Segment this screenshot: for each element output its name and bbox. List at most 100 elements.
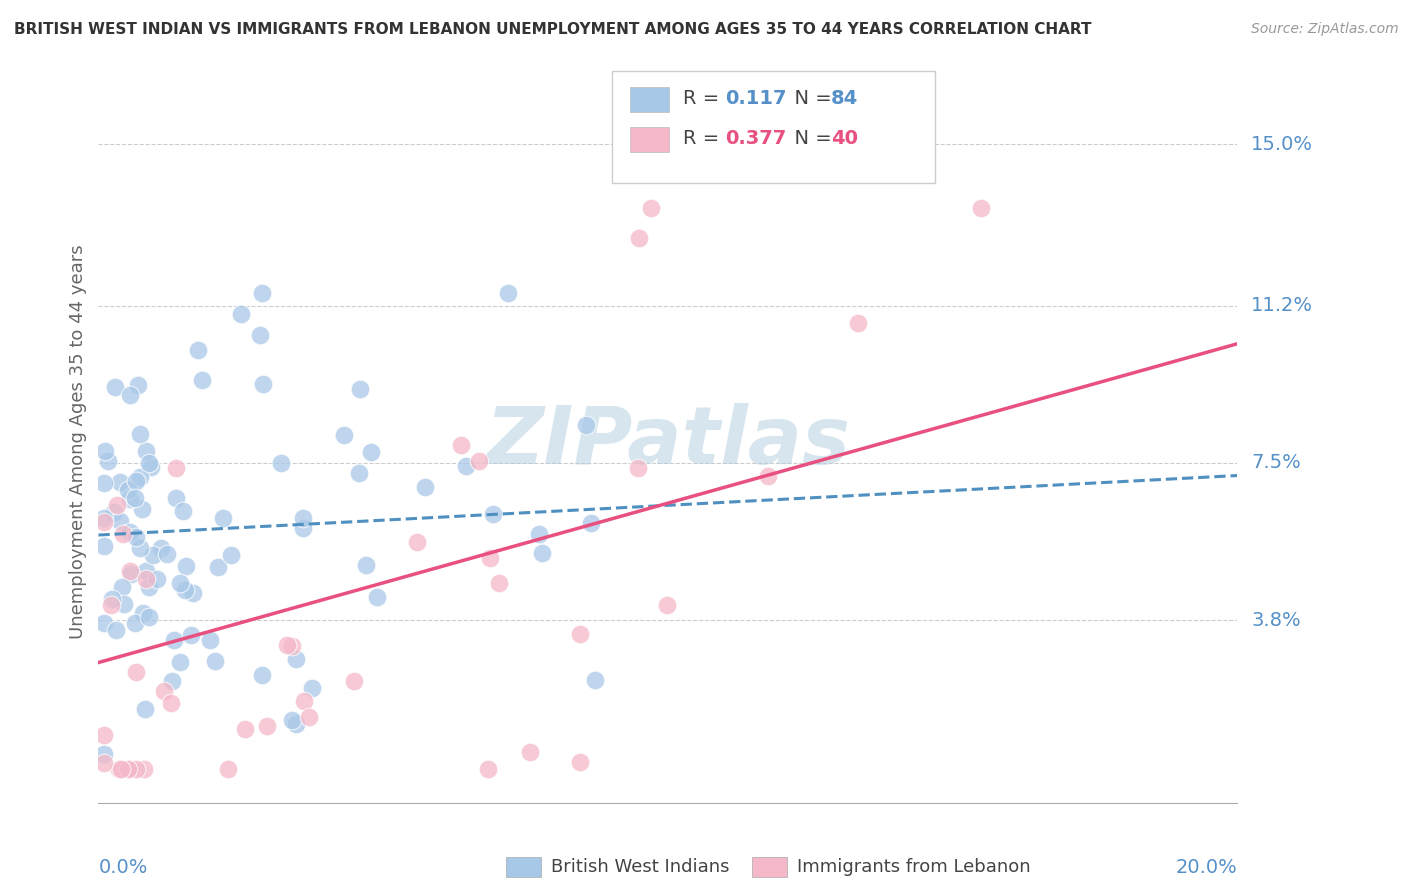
- Point: [846, 316, 869, 330]
- Text: 11.2%: 11.2%: [1251, 296, 1313, 315]
- Point: [249, 327, 271, 342]
- Text: BRITISH WEST INDIAN VS IMMIGRANTS FROM LEBANON UNEMPLOYMENT AMONG AGES 35 TO 44 : BRITISH WEST INDIAN VS IMMIGRANTS FROM L…: [14, 22, 1091, 37]
- Point: [174, 582, 197, 597]
- Point: [756, 469, 779, 483]
- Point: [298, 709, 321, 723]
- Point: [252, 377, 274, 392]
- Point: [138, 456, 160, 470]
- Point: [124, 491, 146, 505]
- Point: [285, 716, 308, 731]
- Point: [93, 475, 115, 490]
- Point: [94, 443, 117, 458]
- Point: [120, 567, 142, 582]
- Point: [125, 665, 148, 679]
- Text: Source: ZipAtlas.com: Source: ZipAtlas.com: [1251, 22, 1399, 37]
- Point: [276, 639, 298, 653]
- Point: [281, 639, 304, 653]
- Point: [131, 502, 153, 516]
- Text: N =: N =: [782, 88, 838, 108]
- Text: British West Indians: British West Indians: [551, 858, 730, 876]
- Point: [172, 504, 194, 518]
- Point: [105, 498, 128, 512]
- Point: [93, 539, 115, 553]
- Text: 7.5%: 7.5%: [1251, 453, 1301, 472]
- Point: [579, 516, 602, 530]
- Text: R =: R =: [683, 88, 725, 108]
- Point: [519, 746, 541, 760]
- Point: [575, 418, 598, 433]
- Point: [356, 558, 378, 572]
- Point: [252, 285, 274, 300]
- Point: [160, 696, 183, 710]
- Point: [125, 474, 148, 488]
- Point: [100, 599, 122, 613]
- Point: [93, 728, 115, 742]
- Point: [153, 684, 176, 698]
- Point: [229, 307, 252, 321]
- Point: [415, 480, 437, 494]
- Point: [111, 581, 134, 595]
- Point: [181, 586, 204, 600]
- Point: [219, 548, 242, 562]
- Text: 20.0%: 20.0%: [1175, 858, 1237, 877]
- Point: [527, 527, 550, 541]
- Point: [111, 527, 134, 541]
- Point: [301, 681, 323, 695]
- Point: [135, 573, 157, 587]
- Point: [124, 762, 146, 776]
- Point: [477, 762, 499, 776]
- Point: [138, 580, 160, 594]
- Point: [135, 564, 157, 578]
- Point: [488, 575, 510, 590]
- Point: [450, 438, 472, 452]
- Point: [107, 762, 129, 776]
- Point: [120, 762, 142, 776]
- Point: [569, 626, 592, 640]
- Y-axis label: Unemployment Among Ages 35 to 44 years: Unemployment Among Ages 35 to 44 years: [69, 244, 87, 639]
- Point: [141, 460, 163, 475]
- Point: [127, 378, 149, 392]
- Text: ZIPatlas: ZIPatlas: [485, 402, 851, 481]
- Text: R =: R =: [683, 128, 725, 148]
- Point: [103, 505, 125, 519]
- Point: [118, 525, 141, 540]
- Point: [498, 285, 520, 300]
- Text: 3.8%: 3.8%: [1251, 610, 1301, 630]
- Point: [142, 548, 165, 562]
- Point: [349, 382, 371, 396]
- Point: [468, 454, 491, 468]
- Point: [128, 470, 150, 484]
- Point: [568, 755, 591, 769]
- Point: [180, 628, 202, 642]
- Point: [169, 656, 191, 670]
- Point: [405, 535, 427, 549]
- Point: [627, 460, 650, 475]
- Point: [93, 615, 115, 630]
- Point: [530, 546, 553, 560]
- Point: [150, 541, 173, 556]
- Text: 15.0%: 15.0%: [1251, 135, 1313, 153]
- Point: [120, 491, 142, 506]
- Point: [347, 466, 370, 480]
- Point: [169, 576, 191, 591]
- Point: [204, 654, 226, 668]
- Point: [233, 722, 256, 736]
- Point: [93, 747, 115, 761]
- Text: 0.377: 0.377: [725, 128, 787, 148]
- Point: [456, 458, 478, 473]
- Text: 0.0%: 0.0%: [98, 858, 148, 877]
- Text: 40: 40: [831, 128, 858, 148]
- Text: 84: 84: [831, 88, 858, 108]
- Point: [252, 668, 274, 682]
- Point: [156, 547, 179, 561]
- Point: [134, 702, 156, 716]
- Point: [343, 673, 366, 688]
- Point: [292, 694, 315, 708]
- Point: [118, 564, 141, 578]
- Point: [281, 713, 304, 727]
- Point: [198, 632, 221, 647]
- Point: [108, 475, 131, 490]
- Point: [165, 491, 187, 505]
- Point: [132, 606, 155, 620]
- Point: [270, 457, 292, 471]
